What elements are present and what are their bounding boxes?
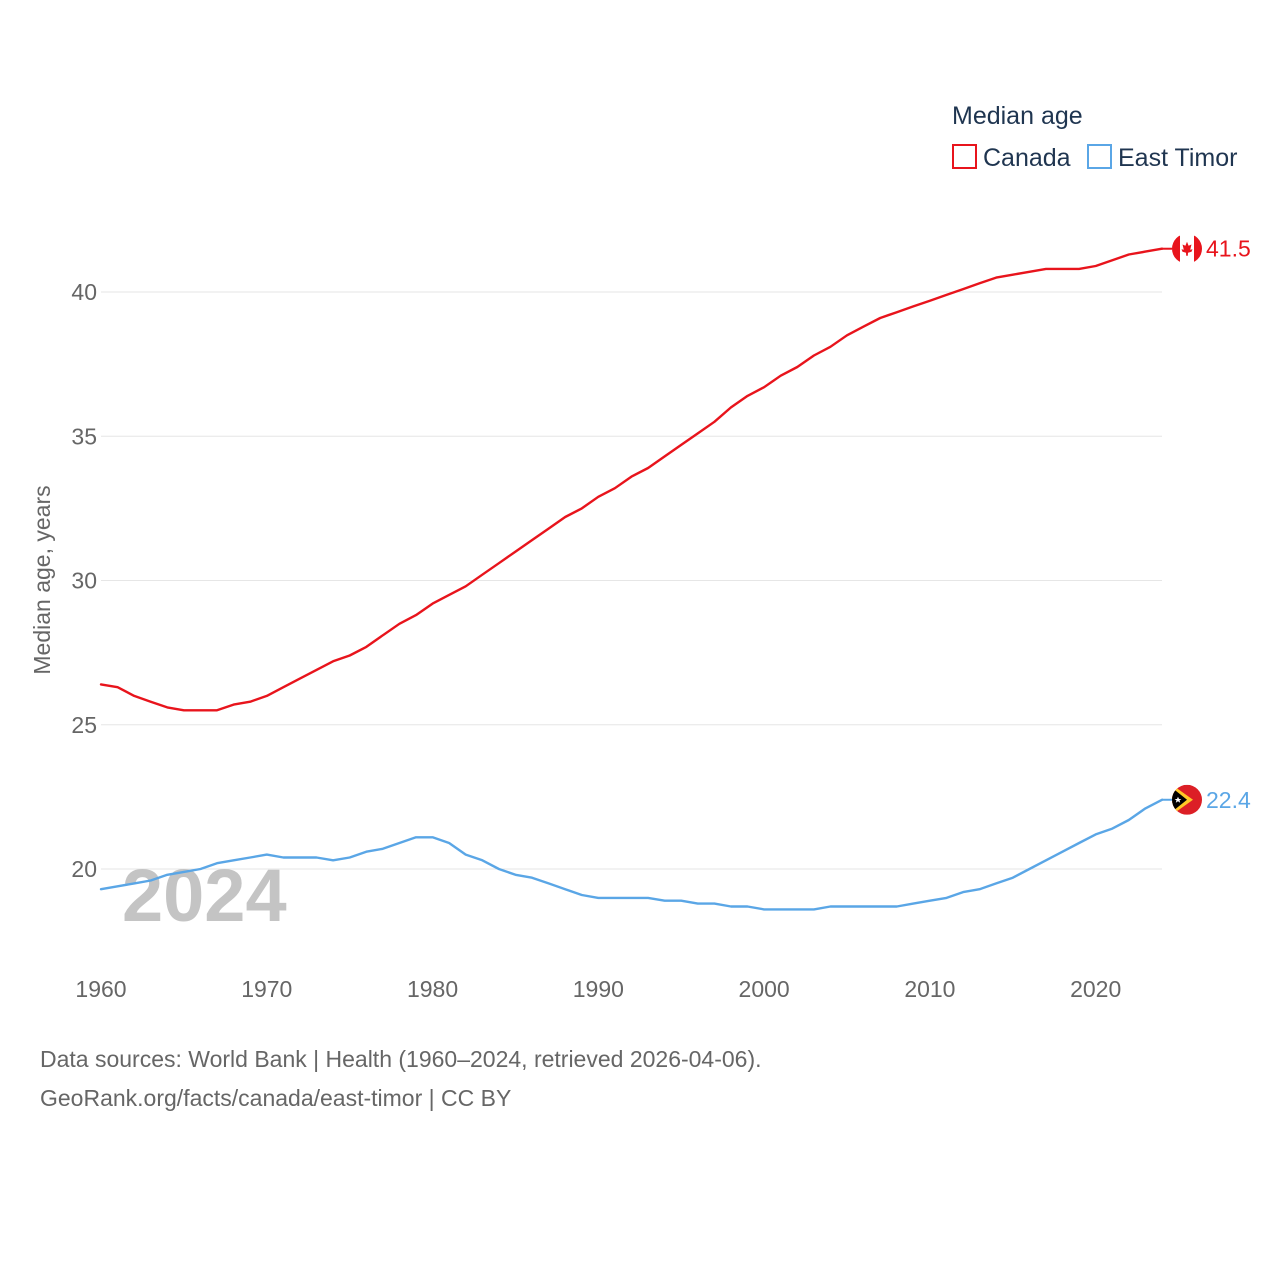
legend-label-canada: Canada [983,144,1071,172]
legend-item-east-timor[interactable]: East Timor [1087,144,1237,172]
end-label-east-timor: 22.4 [1206,787,1251,813]
legend-item-canada[interactable]: Canada [952,144,1071,172]
x-tick-label: 1990 [573,976,624,1002]
y-tick-label: 35 [71,423,97,449]
x-tick-label: 1970 [241,976,292,1002]
source-link[interactable]: GeoRank.org/facts/canada/east-timor | CC… [40,1085,512,1111]
legend-swatch-canada [952,144,977,169]
y-tick-label: 30 [71,568,97,594]
legend-label-east-timor: East Timor [1118,144,1237,172]
data-source-note: Data sources: World Bank | Health (1960–… [40,1046,762,1072]
y-tick-label: 20 [71,856,97,882]
y-tick-label: 40 [71,279,97,305]
series-line-east-timor[interactable] [99,798,1164,911]
canada-flag-icon [1172,233,1202,264]
x-tick-label: 2010 [904,976,955,1002]
end-label-canada: 41.5 [1206,236,1251,262]
x-tick-label: 2000 [739,976,790,1002]
x-tick-label: 1960 [75,976,126,1002]
legend-title: Median age [952,102,1083,130]
legend: Median age Canada East Timor [952,102,1237,172]
y-axis-ticks: 20 25 30 35 40 [71,279,97,882]
x-tick-label: 1980 [407,976,458,1002]
gridlines [101,291,1162,870]
series-lines [99,247,1172,911]
y-tick-label: 25 [71,712,97,738]
legend-swatch-east-timor [1087,144,1112,169]
east-timor-flag-icon [1172,784,1202,815]
y-axis-title: Median age, years [29,485,55,674]
x-tick-label: 2020 [1070,976,1121,1002]
series-line-canada[interactable] [99,247,1164,712]
x-axis-ticks: 1960 1970 1980 1990 2000 2010 2020 [75,976,1121,1002]
